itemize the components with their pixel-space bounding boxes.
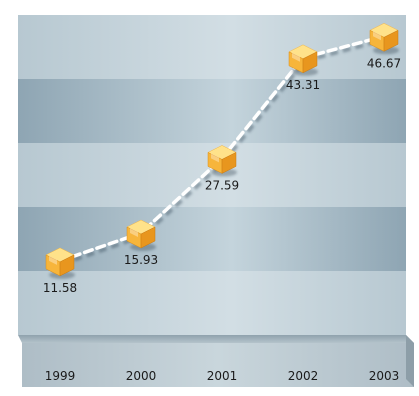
data-value-label: 15.93: [124, 253, 158, 267]
plot-background-bands: [18, 15, 406, 335]
data-value-label: 27.59: [205, 178, 239, 192]
grid-band: [18, 79, 406, 143]
grid-band: [18, 271, 406, 335]
data-value-labels: 11.58 15.93 27.59 43.31 46.67: [43, 56, 401, 295]
x-axis-tick-labels: 1999 2000 2001 2002 2003: [45, 369, 400, 383]
x-tick-label: 2001: [207, 369, 238, 383]
axis-plate-top: [18, 335, 414, 343]
data-point-box-icon: [288, 44, 318, 76]
data-point-box-icon: [207, 145, 237, 177]
data-markers: [45, 23, 399, 279]
x-axis-plate: [18, 335, 414, 387]
axis-plate-side: [406, 335, 414, 387]
x-tick-label: 2002: [288, 369, 319, 383]
data-value-label: 43.31: [286, 78, 320, 92]
data-value-label: 11.58: [43, 281, 77, 295]
data-point-box-icon: [369, 23, 399, 55]
x-tick-label: 2003: [369, 369, 400, 383]
axis-plate-front: [22, 343, 414, 387]
x-tick-label: 2000: [126, 369, 157, 383]
data-value-label: 46.67: [367, 56, 401, 70]
grid-band: [18, 207, 406, 271]
x-tick-label: 1999: [45, 369, 76, 383]
data-point-box-icon: [126, 219, 156, 251]
data-point-box-icon: [45, 247, 75, 279]
